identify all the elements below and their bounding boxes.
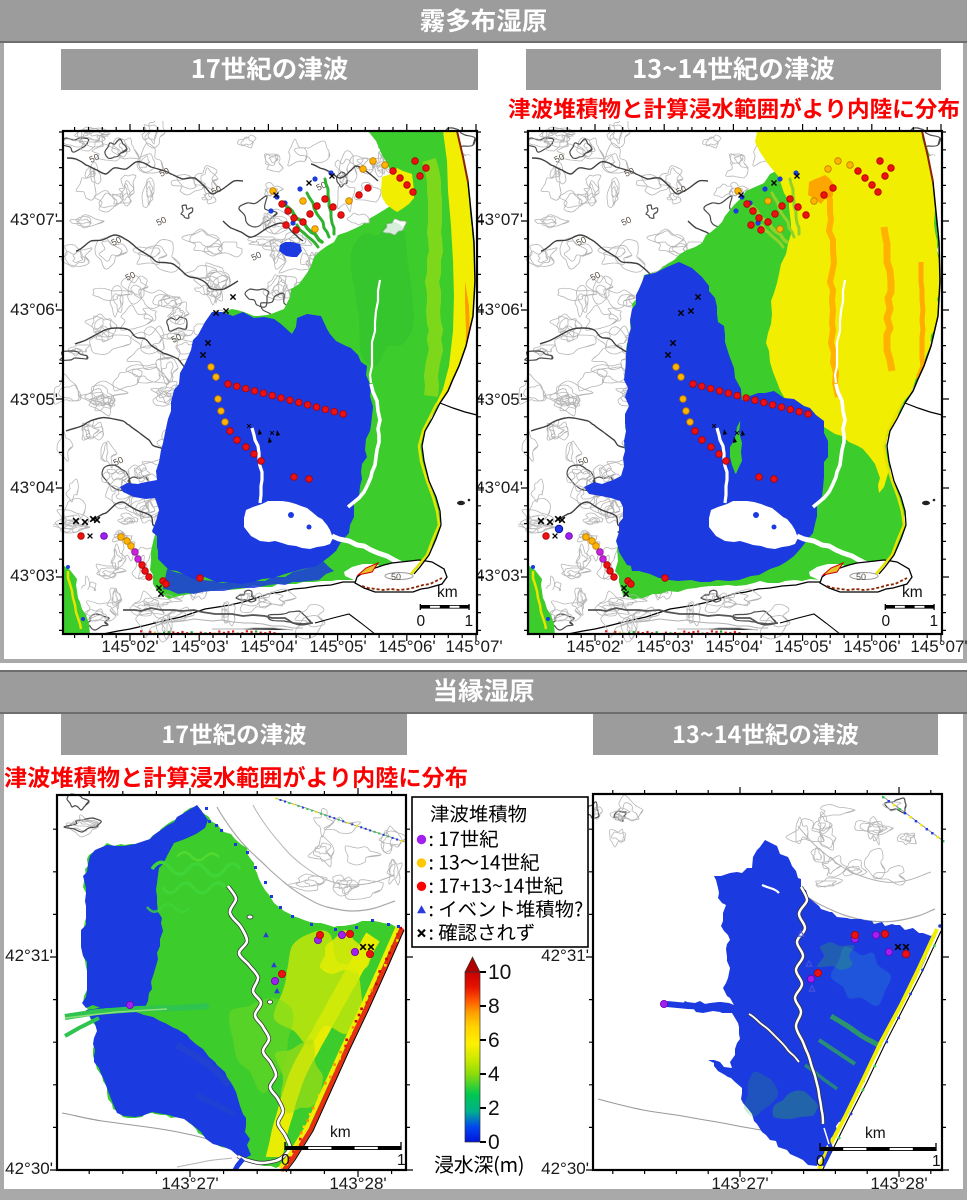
svg-text:km: km <box>437 584 458 601</box>
svg-text:km: km <box>865 1125 886 1142</box>
svg-text:50: 50 <box>210 184 223 197</box>
svg-text:1: 1 <box>930 613 939 630</box>
svg-text:1: 1 <box>397 1152 406 1169</box>
svg-text:0: 0 <box>281 1152 290 1169</box>
svg-text:2: 2 <box>488 1097 500 1120</box>
svg-text:50: 50 <box>110 235 123 248</box>
svg-text:50: 50 <box>170 332 183 345</box>
svg-text:0: 0 <box>816 1153 825 1170</box>
svg-text:50: 50 <box>675 184 688 197</box>
svg-text:50: 50 <box>158 166 171 179</box>
svg-text:50: 50 <box>620 215 633 228</box>
svg-text:50: 50 <box>391 572 401 582</box>
svg-text:50: 50 <box>577 455 590 468</box>
svg-text:50: 50 <box>856 572 866 582</box>
svg-text:km: km <box>902 584 923 601</box>
svg-text:50: 50 <box>124 270 137 283</box>
svg-text:50: 50 <box>553 152 566 165</box>
svg-text:0: 0 <box>882 613 891 630</box>
svg-text:1: 1 <box>465 613 474 630</box>
svg-text:50: 50 <box>250 250 263 263</box>
svg-text:50: 50 <box>88 152 101 165</box>
svg-text:50: 50 <box>623 166 636 179</box>
svg-text:8: 8 <box>488 995 500 1018</box>
svg-text:50: 50 <box>589 270 602 283</box>
svg-text:50: 50 <box>155 215 168 228</box>
svg-text:0: 0 <box>417 613 426 630</box>
svg-text:10: 10 <box>488 961 511 984</box>
svg-text:1: 1 <box>932 1153 941 1170</box>
svg-text:0: 0 <box>488 1131 500 1154</box>
svg-text:50: 50 <box>575 235 588 248</box>
svg-text:4: 4 <box>488 1063 500 1086</box>
svg-text:50: 50 <box>112 455 125 468</box>
svg-text:6: 6 <box>488 1029 500 1052</box>
svg-text:km: km <box>330 1124 351 1141</box>
